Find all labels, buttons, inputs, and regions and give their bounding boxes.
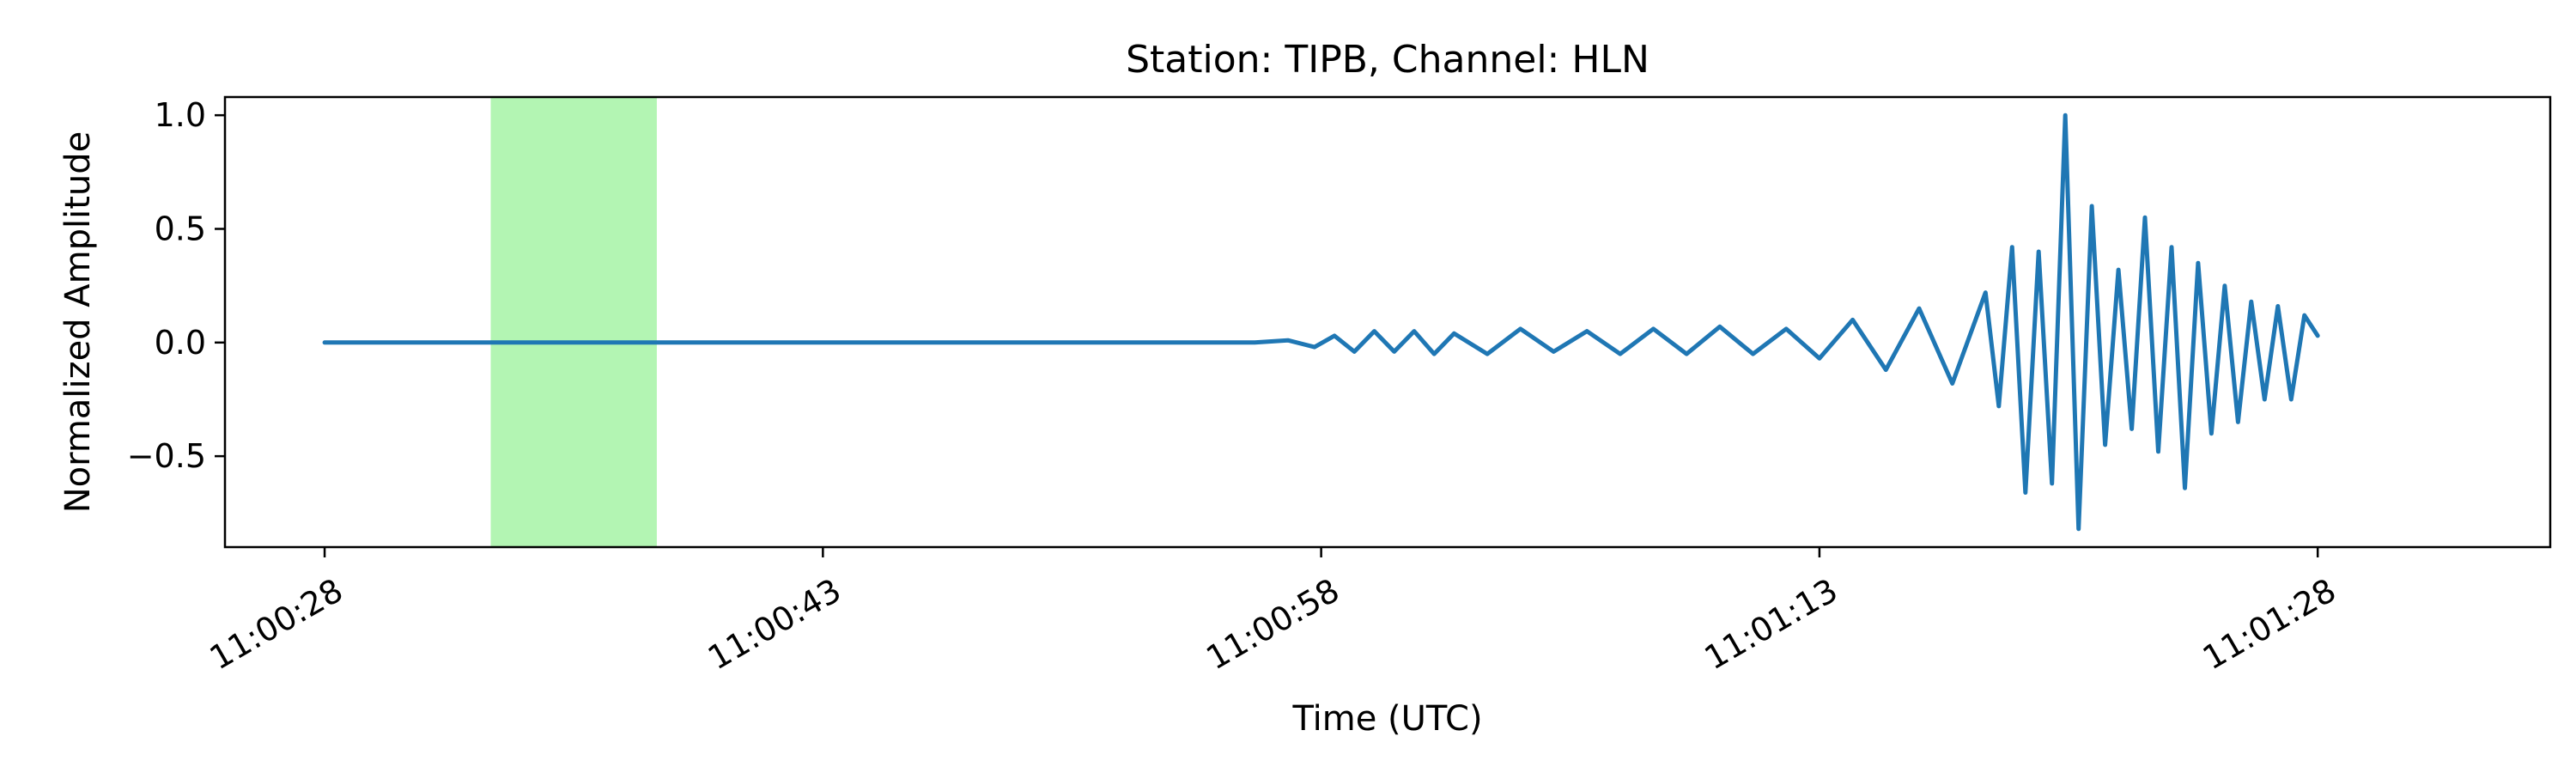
y-tick-label: 0.0 (155, 324, 206, 362)
axes-frame (223, 95, 2552, 549)
x-axis-label: Time (UTC) (1291, 699, 1482, 739)
highlight-window (490, 97, 657, 547)
y-tick-label: 1.0 (155, 96, 206, 134)
series-line-hln (322, 113, 2320, 532)
y-tick-label: 0.5 (155, 210, 206, 247)
y-axis-label: Normalized Amplitude (58, 131, 98, 514)
plot-area (322, 97, 2320, 547)
y-tick-label: −0.5 (127, 437, 206, 475)
chart-title: Station: TIPB, Channel: HLN (1126, 38, 1649, 82)
